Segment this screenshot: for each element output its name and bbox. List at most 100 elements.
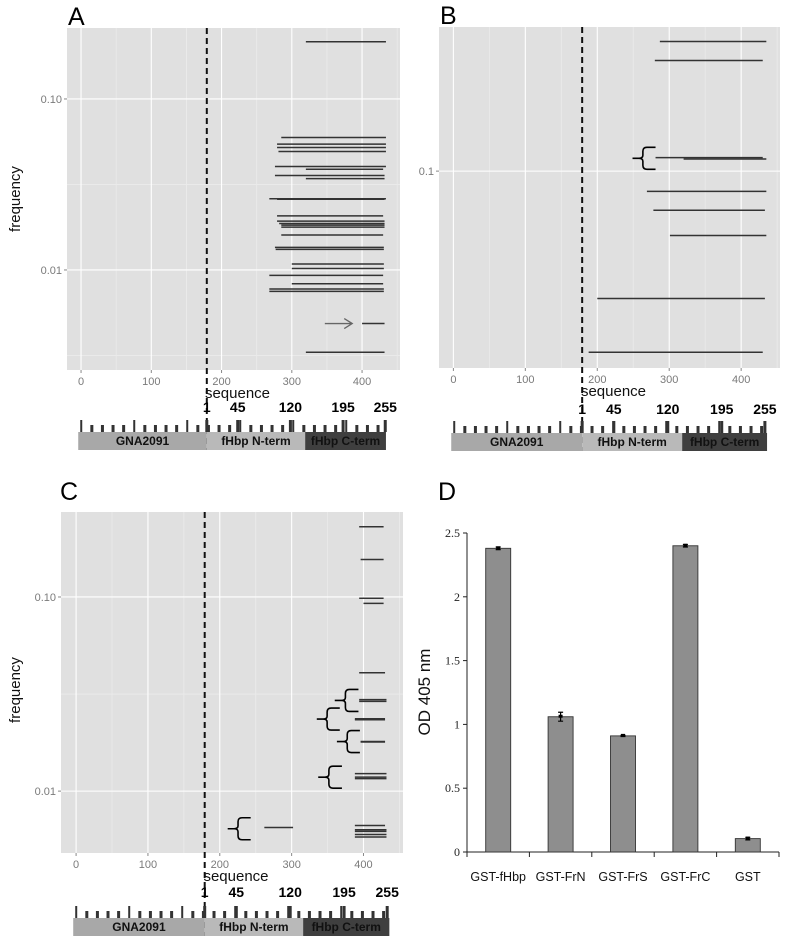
y-tick-label: 0.1 — [419, 166, 434, 178]
x-axis-label: sequence — [581, 383, 646, 400]
residue-label: 255 — [376, 884, 400, 900]
x-tick-label: 200 — [211, 859, 229, 871]
scale-tick — [707, 426, 711, 433]
scale-tick — [111, 425, 115, 432]
bracket-annotation — [318, 765, 342, 789]
scale-tick — [196, 425, 200, 432]
bar — [734, 838, 761, 853]
residue-label: 255 — [753, 401, 777, 417]
scale-tick — [537, 426, 541, 433]
scale-tick — [159, 911, 163, 918]
y-axis-label: frequency — [7, 166, 24, 232]
y-tick-label: 0.01 — [41, 265, 62, 277]
scale-tick — [371, 911, 375, 918]
x-axis-label: sequence — [203, 868, 268, 885]
domain-bar — [78, 432, 207, 450]
scale-tick — [495, 426, 499, 433]
scale-tick — [601, 426, 605, 433]
scale-tick — [217, 425, 221, 432]
domain-label: fHbp C-term — [312, 920, 381, 934]
y-axis-label: frequency — [7, 657, 24, 723]
error-bar-cap — [683, 543, 688, 547]
scale-tick — [749, 426, 753, 433]
panel-d: D 0 0.5 1 1.5 2 2.5 GST-fHbp GST-FrN GST-FrS GST-F… — [415, 478, 780, 884]
y-tick-label: 0.01 — [35, 786, 56, 798]
scale-tick — [345, 420, 348, 432]
residue-tick — [580, 421, 584, 433]
scale-tick — [281, 425, 285, 432]
scale-tick — [685, 426, 689, 433]
x-tick-label: 400 — [353, 376, 371, 388]
scale-tick — [191, 911, 195, 918]
residue-label: 45 — [606, 401, 622, 417]
domain-bar — [204, 918, 304, 936]
domain-bar — [206, 432, 306, 450]
y-axis-label: OD 405 nm — [415, 649, 434, 736]
panel-a: A 0 100 200 300 400 0.10 0.01 sequence frequency 1… — [7, 3, 400, 450]
bar — [610, 735, 636, 853]
residue-label: 195 — [332, 884, 356, 900]
scale-tick — [270, 425, 274, 432]
plot-background — [61, 512, 403, 853]
residue-tick — [288, 906, 292, 918]
scale-tick — [95, 911, 99, 918]
scale-tick — [259, 425, 263, 432]
bracket-annotation — [316, 707, 340, 731]
domain-bar — [73, 918, 205, 936]
scale-tick — [307, 911, 311, 918]
domain-bar — [451, 433, 583, 451]
scale-tick — [323, 425, 327, 432]
scale-tick — [318, 911, 322, 918]
x-tick-label: GST — [735, 870, 761, 884]
scale-tick — [526, 426, 530, 433]
scale-tick — [334, 425, 338, 432]
scale-tick — [186, 420, 189, 432]
residue-tick — [720, 421, 724, 433]
scale-tick — [170, 911, 174, 918]
x-tick-label: GST-FrN — [536, 870, 586, 884]
scale-tick — [665, 421, 668, 433]
domain-label: fHbp N-term — [219, 920, 288, 934]
scale-tick — [696, 426, 700, 433]
x-axis-label: sequence — [205, 385, 270, 402]
y-tick-label: 0.10 — [41, 94, 62, 106]
residue-tick — [763, 421, 767, 433]
residue-tick — [236, 420, 240, 432]
panel-label: A — [68, 3, 85, 31]
domain-bar — [682, 433, 768, 451]
scale-tick — [244, 911, 248, 918]
scale-tick — [292, 420, 295, 432]
bracket-annotation — [334, 688, 359, 713]
domain-label: GNA2091 — [112, 920, 166, 934]
x-tick-label: 400 — [354, 859, 372, 871]
scale-tick — [181, 906, 184, 918]
panel-label: D — [438, 478, 456, 506]
scale-tick — [117, 911, 121, 918]
x-tick-label: GST-FrC — [660, 870, 710, 884]
bracket-annotation — [336, 729, 360, 754]
domain-label: fHbp C-term — [690, 435, 759, 449]
x-tick-label: 300 — [282, 859, 300, 871]
scale-tick — [329, 911, 333, 918]
panel-c: C 0 100 200 300 400 0.10 0.01 sequence frequency 1… — [7, 478, 403, 936]
scale-tick — [265, 911, 269, 918]
scale-tick — [350, 911, 354, 918]
x-tick-label: 100 — [139, 859, 157, 871]
error-bar-cap — [558, 714, 563, 718]
scale-tick — [675, 426, 679, 433]
bracket-annotation — [632, 146, 656, 171]
scale-tick — [138, 911, 142, 918]
error-bar-cap — [496, 546, 501, 550]
gene-map: 1 45 120 195 255 GNA2091 fHbp N-term fHbp C-ter… — [78, 399, 397, 450]
x-tick-label: 300 — [660, 374, 678, 386]
x-tick-label: 0 — [78, 376, 84, 388]
scale-tick — [239, 420, 242, 432]
plot-background — [439, 27, 780, 368]
residue-tick — [385, 906, 389, 918]
scale-tick — [360, 911, 364, 918]
error-bar-cap — [621, 733, 625, 737]
y-tick-label: 0.5 — [445, 781, 460, 795]
residue-label: 45 — [229, 884, 245, 900]
scale-tick — [249, 425, 253, 432]
